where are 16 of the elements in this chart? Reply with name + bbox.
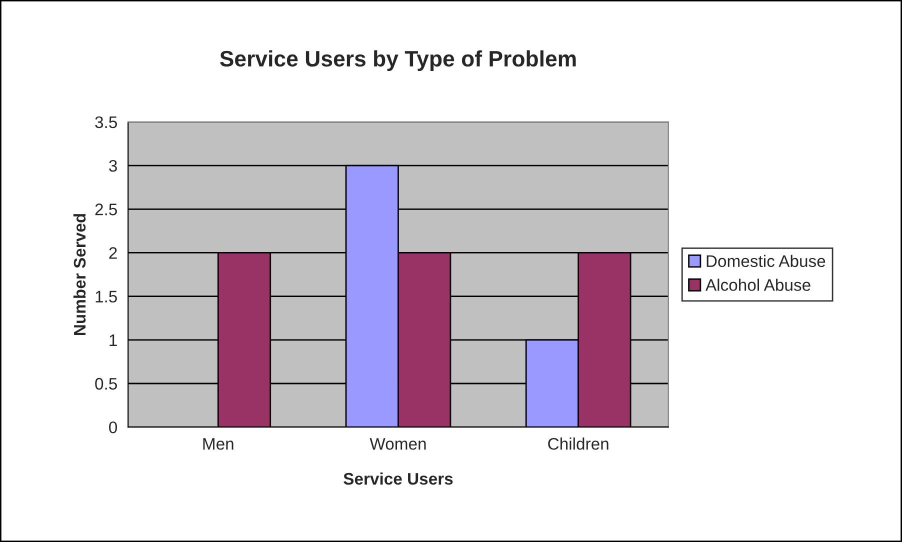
x-tick-label: Women — [370, 438, 426, 450]
y-tick-label: 0.5 — [95, 378, 117, 390]
x-tick-label: Children — [548, 438, 608, 450]
y-tick-label: 3 — [109, 160, 117, 172]
y-tick-label: 1.5 — [96, 290, 117, 303]
chart-title: Service Users by Type of Problem — [220, 50, 576, 72]
y-axis-title: Number Served — [73, 214, 86, 336]
y-tick-label: 2 — [109, 247, 117, 259]
y-tick-label: 2.5 — [95, 204, 117, 216]
y-tick-label: 1 — [110, 334, 117, 346]
legend-label: Domestic Abuse — [706, 254, 826, 268]
y-tick-label: 3.5 — [95, 116, 117, 128]
x-tick-label: Men — [203, 438, 234, 450]
x-axis-title: Service Users — [344, 472, 453, 485]
legend-label: Alcohol Abuse — [705, 278, 810, 291]
y-tick-label: 0 — [109, 421, 118, 434]
